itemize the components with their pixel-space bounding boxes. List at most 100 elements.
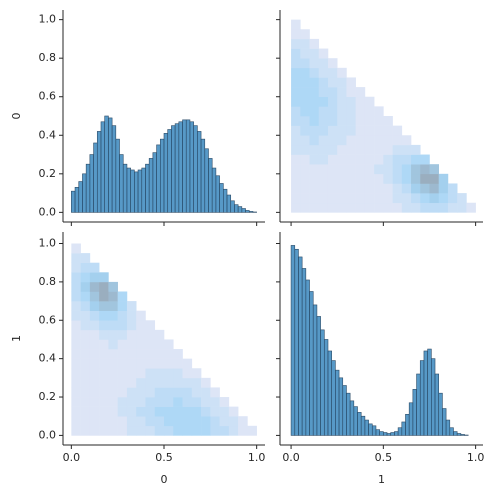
hist2d-cell bbox=[393, 20, 403, 30]
hist2d-cell bbox=[466, 116, 476, 126]
hist2d-cell bbox=[429, 49, 439, 59]
hist2d-cell bbox=[411, 39, 421, 49]
hist2d-cell bbox=[365, 49, 375, 59]
hist2d-cell bbox=[466, 106, 476, 116]
hist2d-cell bbox=[374, 77, 384, 87]
bar bbox=[290, 245, 296, 436]
hist2d-cell bbox=[220, 330, 230, 340]
hist2d-cell bbox=[238, 339, 248, 349]
hist2d-cell bbox=[154, 339, 165, 350]
hist2d-cell bbox=[210, 378, 220, 388]
hist2d-cell bbox=[439, 68, 449, 78]
hist2d-cell bbox=[117, 349, 128, 359]
hist2d-cell bbox=[411, 126, 421, 136]
hist2d-cell bbox=[229, 282, 239, 292]
hist2d-cell bbox=[328, 20, 338, 30]
hist2d-cell bbox=[117, 339, 128, 350]
hist2d-cell bbox=[136, 329, 146, 340]
hist2d-cell bbox=[164, 397, 174, 407]
hist2d-cell bbox=[182, 406, 193, 417]
hist2d-cell bbox=[126, 310, 137, 321]
hist2d-cell bbox=[420, 154, 430, 165]
hist2d-cell bbox=[164, 358, 174, 369]
hist2d-cell bbox=[108, 244, 118, 254]
hist2d-cell bbox=[393, 68, 403, 78]
bar bbox=[185, 119, 191, 213]
bar bbox=[412, 389, 417, 436]
hist2d-cell bbox=[346, 154, 356, 165]
hist2d-cell bbox=[136, 339, 146, 350]
bar bbox=[108, 117, 113, 213]
hist2d-cell bbox=[346, 106, 356, 117]
hist2d-cell bbox=[429, 39, 439, 49]
hist2d-cell bbox=[309, 144, 320, 155]
y-tick-label: 0.8 bbox=[39, 275, 57, 288]
hist2d-cell bbox=[374, 173, 384, 184]
hist2d-cell bbox=[318, 67, 329, 78]
y-tick-label: 0.6 bbox=[39, 313, 57, 326]
hist2d-cell bbox=[327, 144, 338, 155]
hist2d-cell bbox=[173, 358, 183, 369]
hist2d-cell bbox=[383, 39, 393, 49]
hist2d-cell bbox=[145, 368, 156, 379]
hist2d-cell bbox=[238, 407, 248, 417]
hist2d-cell bbox=[420, 58, 430, 68]
bar bbox=[234, 204, 239, 213]
hist2d-cell bbox=[318, 77, 329, 88]
hist2d-cell bbox=[238, 378, 248, 388]
hist2d-cell bbox=[365, 20, 375, 30]
hist2d-cell bbox=[192, 282, 202, 292]
hist2d-cell bbox=[327, 67, 338, 78]
hist2d-cell bbox=[145, 377, 156, 388]
hist2d-cell bbox=[402, 29, 412, 39]
hist2d-cell bbox=[229, 397, 239, 407]
hist2d-cell bbox=[183, 339, 193, 349]
hist2d-cell bbox=[164, 291, 174, 301]
hist2d-cell bbox=[173, 244, 183, 254]
hist2d-cell bbox=[136, 244, 146, 254]
hist2d-cell bbox=[229, 291, 239, 301]
hist2d-cell bbox=[89, 349, 100, 359]
hist2d-cell bbox=[346, 164, 356, 175]
x-tick-label: 0.0 bbox=[282, 451, 300, 464]
hist2d-cell bbox=[80, 253, 91, 264]
hist2d-cell bbox=[155, 272, 165, 282]
hist2d-cell bbox=[127, 263, 137, 273]
hist2d-cell bbox=[383, 116, 393, 126]
hist2d-cell bbox=[136, 301, 146, 311]
hist2d-cell bbox=[229, 330, 239, 340]
hist2d-cell bbox=[374, 116, 384, 126]
hist2d-cell bbox=[438, 202, 449, 213]
hist2d-cell bbox=[309, 38, 320, 49]
hist2d-cell bbox=[210, 368, 220, 378]
hist2d-cell bbox=[238, 272, 248, 282]
hist2d-cell bbox=[365, 77, 375, 87]
hist2d-cell bbox=[154, 349, 165, 359]
hist2d-cell bbox=[201, 330, 211, 340]
hist2d-cell bbox=[71, 425, 81, 436]
x-axis-label: 1 bbox=[378, 473, 385, 486]
hist2d-cell bbox=[327, 193, 338, 204]
hist2d-cell bbox=[401, 193, 412, 204]
bar bbox=[119, 154, 124, 213]
hist2d-cell bbox=[429, 106, 439, 116]
hist2d-cell bbox=[220, 272, 230, 282]
hist2d-cell bbox=[136, 253, 146, 263]
hist2d-cell bbox=[154, 329, 165, 340]
hist2d-cell bbox=[466, 145, 476, 155]
hist2d-cell bbox=[89, 329, 100, 340]
hist2d-cell bbox=[429, 145, 439, 155]
hist2d-cell bbox=[71, 253, 81, 264]
hist2d-cell bbox=[411, 135, 421, 145]
hist2d-cell bbox=[220, 387, 230, 397]
hist2d-cell bbox=[466, 68, 476, 78]
hist2d-cell bbox=[117, 406, 128, 417]
hist2d-cell bbox=[420, 49, 430, 59]
hist2d-cell bbox=[420, 77, 430, 87]
hist2d-cell bbox=[420, 173, 430, 184]
hist2d-cell bbox=[309, 48, 320, 59]
hist2d-cell bbox=[145, 416, 156, 427]
hist2d-cell bbox=[126, 397, 137, 407]
hist2d-cell bbox=[99, 253, 109, 263]
hist2d-cell bbox=[89, 320, 100, 331]
